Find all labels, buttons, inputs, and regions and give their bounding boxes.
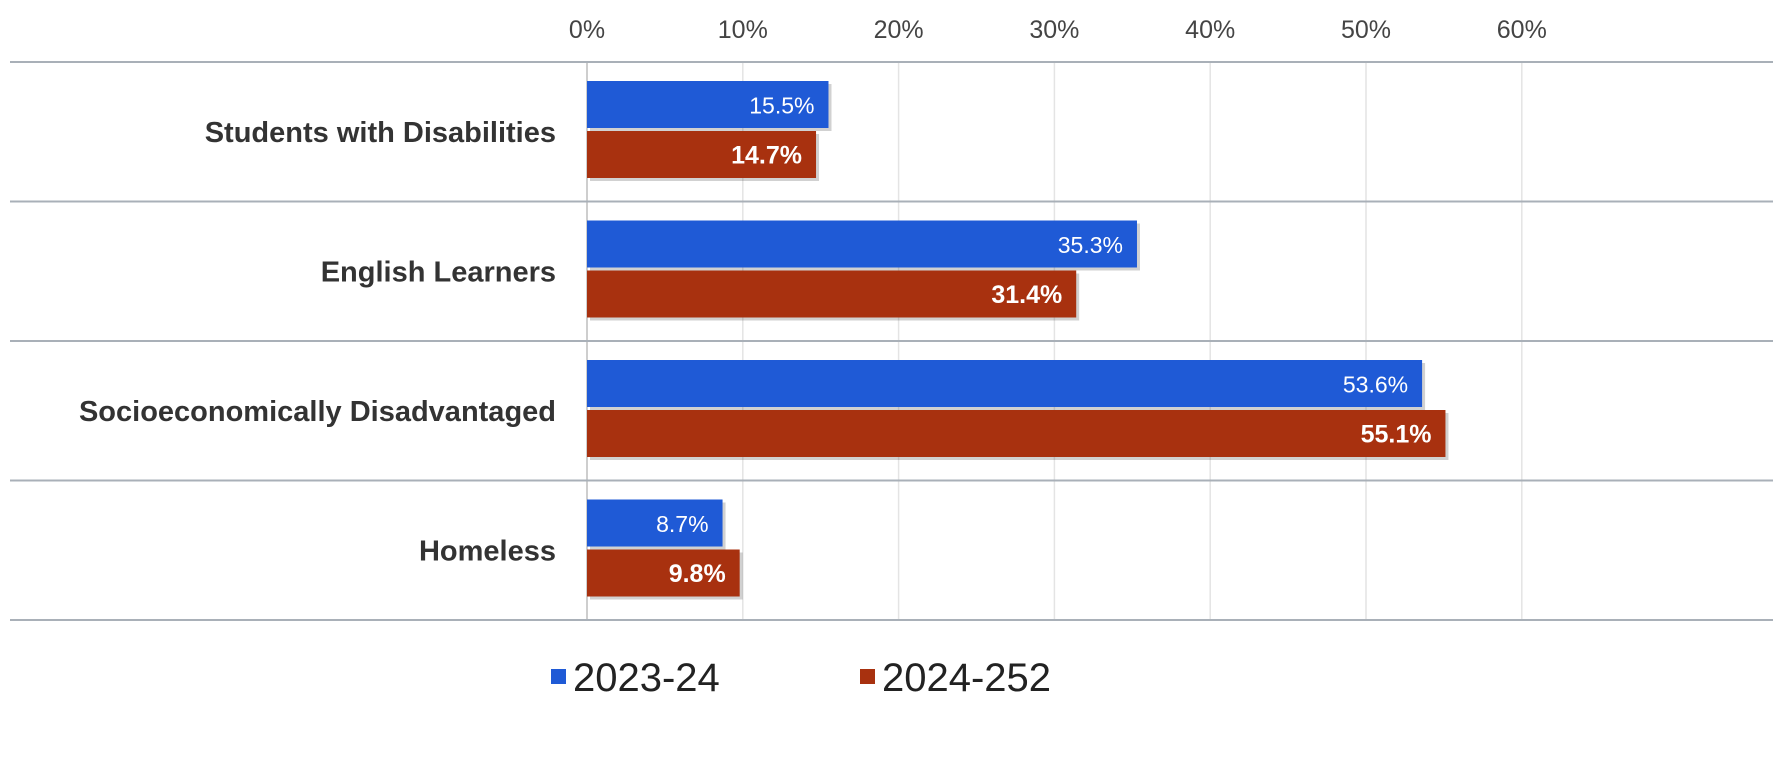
bars-layer — [587, 81, 1449, 600]
legend-label: 2024-252 — [882, 656, 1051, 700]
x-tick-label: 30% — [1029, 16, 1079, 44]
data-label: 35.3% — [1058, 232, 1123, 258]
grid-layer — [10, 61, 1773, 621]
legend: 2023-24 2024-252 — [551, 656, 1051, 700]
x-tick-label: 0% — [569, 16, 605, 44]
bar-2023-24 — [587, 81, 829, 128]
bar-2024-252 — [587, 549, 740, 597]
bar-2024-252 — [587, 131, 817, 178]
x-tick-label: 50% — [1341, 16, 1391, 44]
data-label: 55.1% — [1361, 421, 1432, 449]
legend-swatch — [860, 669, 875, 684]
data-label: 14.7% — [731, 142, 802, 170]
labels-layer: 0% 10% 20% 30% 40% 50% 60% Students with Disabi… — [79, 16, 1547, 588]
data-label: 9.8% — [669, 560, 726, 588]
x-tick-label: 40% — [1185, 16, 1235, 44]
bar-2023-24 — [587, 220, 1137, 268]
bar-2023-24 — [587, 360, 1423, 407]
category-label: Homeless — [419, 535, 556, 567]
category-label: English Learners — [321, 256, 556, 288]
category-label: Socioeconomically Disadvantaged — [79, 396, 556, 428]
data-label: 8.7% — [656, 511, 708, 537]
bar-2024-252 — [587, 410, 1446, 457]
x-tick-label: 10% — [718, 16, 768, 44]
x-tick-label: 20% — [874, 16, 924, 44]
data-label: 15.5% — [749, 93, 814, 119]
category-label: Students with Disabilities — [205, 117, 556, 149]
legend-label: 2023-24 — [573, 656, 720, 700]
data-label: 31.4% — [991, 281, 1062, 309]
bar-2024-252 — [587, 270, 1077, 318]
legend-swatch — [551, 669, 566, 684]
data-label: 53.6% — [1343, 372, 1408, 398]
bar-2023-24 — [587, 499, 723, 547]
x-tick-label: 60% — [1497, 16, 1547, 44]
